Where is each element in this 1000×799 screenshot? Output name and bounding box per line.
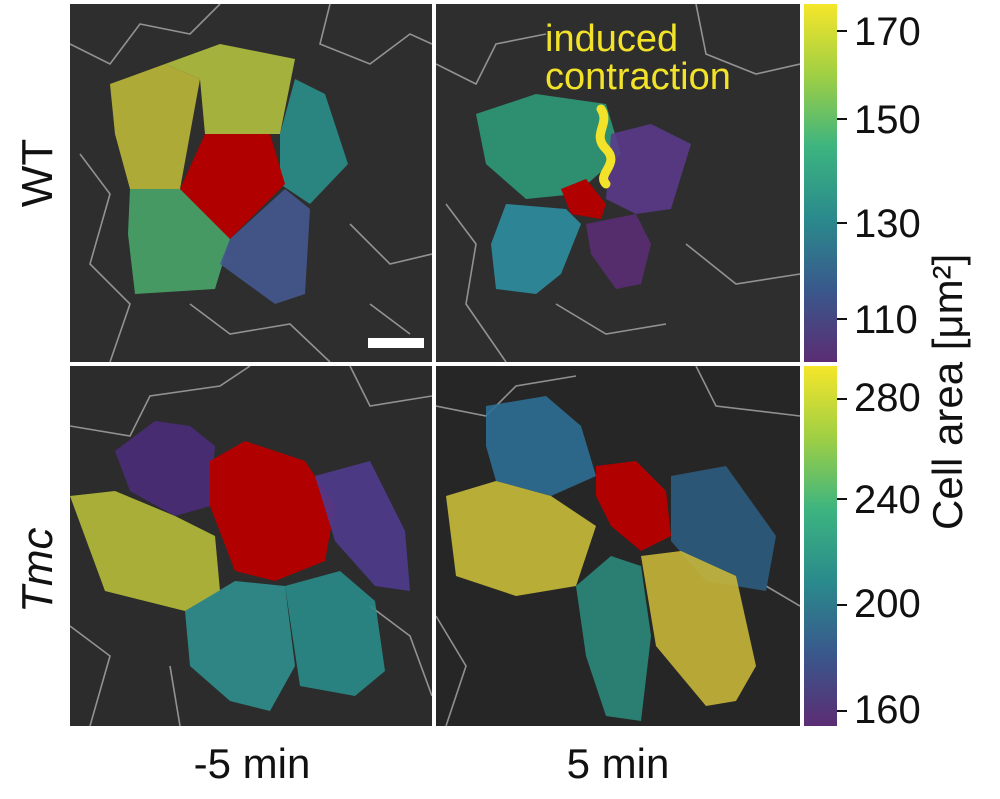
image-tmc-plus5 [436, 366, 800, 726]
scale-bar [368, 338, 424, 348]
colorbar-bottom-tick-label: 280 [854, 376, 921, 420]
colorbar-top-tick-label: 150 [854, 98, 921, 142]
cell-top-left [110, 64, 200, 189]
colorbar-title: Cell area [μm²] [924, 253, 971, 530]
image-tmc-minus5 [70, 366, 432, 726]
panel-wt-plus5 [436, 4, 800, 362]
cell-contracted [180, 134, 285, 239]
panel-tmc-plus5 [436, 366, 800, 726]
colorbar-bottom-tick-label: 240 [854, 478, 921, 522]
colorbar-bottom [804, 366, 837, 726]
colorbar-top-tick-label: 110 [854, 298, 918, 342]
colorbar-top [804, 4, 837, 362]
colorbar-top-tick-label: 130 [854, 202, 921, 246]
column-label-plus5: 5 min [566, 740, 670, 787]
colorbar-top-tick [837, 318, 847, 320]
colorbar-top-tick [837, 30, 847, 32]
panel-tmc-minus5 [70, 366, 432, 726]
colorbar-top-tick [837, 118, 847, 120]
colorbar-bottom-tick-label: 160 [854, 688, 921, 732]
colorbar-bottom-tick [837, 604, 847, 606]
colorbar-bottom-tick-label: 200 [854, 582, 921, 626]
column-label-minus5: -5 min [193, 740, 311, 787]
colorbar-bottom-tick [837, 710, 847, 712]
annotation-line2: contraction [545, 56, 731, 98]
colorbar-bottom-tick [837, 498, 847, 500]
colorbar-top-tick-label: 170 [854, 10, 921, 54]
row-label-tmc: Tmc [13, 527, 62, 613]
colorbar-top-tick [837, 222, 847, 224]
image-wt-minus5 [70, 4, 432, 362]
row-label-wt: WT [13, 138, 62, 208]
panel-wt-minus5 [70, 4, 432, 362]
image-wt-plus5 [436, 4, 800, 362]
annotation-line1: induced [545, 18, 679, 60]
colorbar-bottom-tick [837, 398, 847, 400]
